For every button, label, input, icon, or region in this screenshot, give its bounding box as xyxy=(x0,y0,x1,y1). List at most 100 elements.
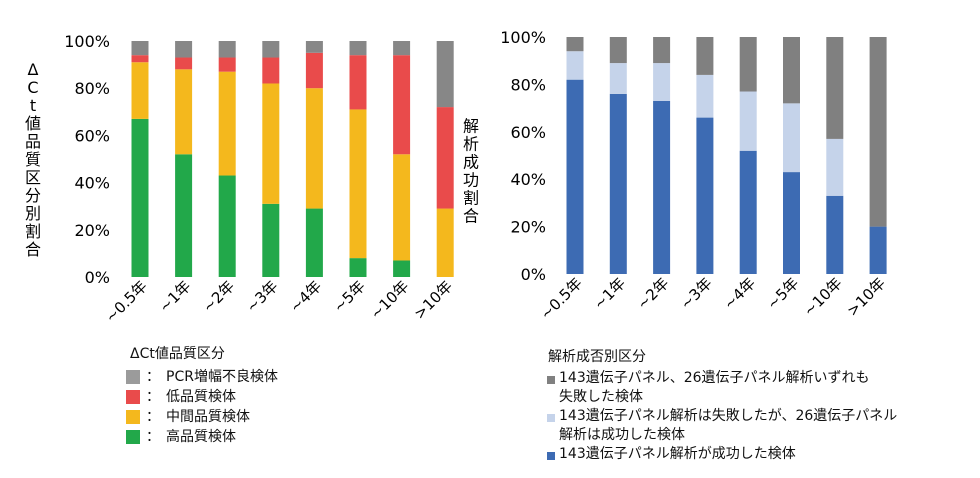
x-tick-label: ~10年 xyxy=(367,277,413,323)
legend-label-line1: 143遺伝子パネル、26遺伝子パネル解析いずれも xyxy=(559,370,870,386)
legend-label-line2: 失敗した検体 xyxy=(559,389,643,405)
y-axis-label-char: 割 xyxy=(25,222,41,241)
bar-segment xyxy=(349,258,367,277)
bar-segment xyxy=(175,57,193,70)
bar-segment xyxy=(436,107,454,209)
bar-segment xyxy=(783,37,800,104)
bar-segment xyxy=(436,208,454,277)
x-tick-label: ~3年 xyxy=(677,274,716,313)
bar-segment xyxy=(262,203,280,277)
bar-segment xyxy=(305,88,323,209)
y-axis-label-char: 合 xyxy=(463,207,479,226)
legend-swatch-red xyxy=(126,390,140,404)
bar-segment xyxy=(305,52,323,89)
bar-segment xyxy=(869,37,887,227)
bar-segment xyxy=(739,150,757,274)
legend-swatch-gray xyxy=(126,370,140,384)
legend-label: 高品質検体 xyxy=(166,429,236,445)
y-axis-label-char: 功 xyxy=(463,171,479,190)
y-axis-label-char: 質 xyxy=(25,150,41,169)
bar-segment xyxy=(262,41,280,58)
bar-segment xyxy=(696,37,714,75)
y-axis-label-char: 成 xyxy=(463,153,479,172)
x-tick-label: ~3年 xyxy=(243,277,282,316)
y-tick-label: 60% xyxy=(74,126,110,145)
bar-segment xyxy=(609,63,627,94)
bar-segment xyxy=(436,41,454,108)
bar-segment xyxy=(393,55,411,155)
legend-item-both-failed: 143遺伝子パネル、26遺伝子パネル解析いずれも 失敗した検体 xyxy=(547,369,897,407)
legend-swatch-green xyxy=(126,430,140,444)
legend-item-143-success: 143遺伝子パネル解析が成功した検体 xyxy=(547,445,897,464)
y-axis-label-char: 値 xyxy=(25,114,41,133)
bar-segment xyxy=(262,57,280,84)
bar-segment xyxy=(566,79,584,274)
y-axis-label-char: 析 xyxy=(463,135,479,154)
bar-segment xyxy=(696,74,714,118)
legend-colon: ： xyxy=(146,429,160,445)
bar-segment xyxy=(653,37,671,64)
bar-segment xyxy=(393,260,411,277)
y-tick-label: 0% xyxy=(521,265,546,284)
right-legend: 143遺伝子パネル、26遺伝子パネル解析いずれも 失敗した検体 143遺伝子パネ… xyxy=(547,369,897,464)
bar-segment xyxy=(393,154,411,261)
x-tick-label: ~4年 xyxy=(720,274,759,313)
legend-colon: ： xyxy=(146,409,160,425)
x-tick-label: ~1年 xyxy=(590,274,629,313)
y-axis-label-char: Δ xyxy=(28,60,39,79)
bar-segment xyxy=(218,71,236,176)
bar-segment xyxy=(609,37,627,64)
bar-segment xyxy=(305,41,323,53)
bar-segment xyxy=(653,63,671,101)
bar-segment xyxy=(262,83,280,204)
legend-item-mid-quality: ： 中間品質検体 xyxy=(126,407,278,427)
legend-swatch-yellow xyxy=(126,410,140,424)
bar-segment xyxy=(869,226,887,274)
y-tick-label: 100% xyxy=(64,32,110,51)
bar-segment xyxy=(783,172,800,274)
x-tick-label: ~2年 xyxy=(199,277,238,316)
y-axis-label-char: 割 xyxy=(463,189,479,208)
bar-segment xyxy=(131,41,149,56)
x-tick-label: >10年 xyxy=(410,277,456,323)
legend-swatch-blue xyxy=(547,452,555,460)
x-tick-label: ~5年 xyxy=(763,274,802,313)
legend-item-26-only-success: 143遺伝子パネル解析は失敗したが、26遺伝子パネル 解析は成功した検体 xyxy=(547,407,897,445)
bar-segment xyxy=(131,55,149,63)
y-tick-label: 80% xyxy=(74,79,110,98)
bar-segment xyxy=(175,154,193,277)
y-tick-label: 20% xyxy=(510,218,546,237)
bar-segment xyxy=(566,37,584,52)
legend-item-pcr-failure: ： PCR増幅不良検体 xyxy=(126,367,278,387)
bar-segment xyxy=(826,195,844,274)
x-tick-label: ~5年 xyxy=(330,277,369,316)
bar-segment xyxy=(609,93,627,274)
bar-segment xyxy=(739,91,757,151)
y-tick-label: 100% xyxy=(500,28,546,47)
legend-item-high-quality: ： 高品質検体 xyxy=(126,427,278,447)
bar-segment xyxy=(175,41,193,58)
y-tick-label: 40% xyxy=(74,174,110,193)
y-axis-label-char: C xyxy=(27,78,38,97)
y-tick-label: 40% xyxy=(510,170,546,189)
legend-colon: ： xyxy=(146,369,160,385)
bar-segment xyxy=(696,117,714,274)
y-tick-label: 60% xyxy=(510,123,546,142)
bar-segment xyxy=(566,51,584,80)
x-tick-label: ~4年 xyxy=(286,277,325,316)
bar-segment xyxy=(175,69,193,155)
y-axis-label-char: 分 xyxy=(25,186,41,205)
bar-segment xyxy=(826,138,844,196)
bar-segment xyxy=(349,55,367,110)
bar-segment xyxy=(218,41,236,58)
legend-label: PCR増幅不良検体 xyxy=(166,369,278,385)
legend-swatch-gray xyxy=(547,376,555,384)
x-tick-label: ~2年 xyxy=(633,274,672,313)
legend-label-line1: 143遺伝子パネル解析が成功した検体 xyxy=(559,446,796,462)
bar-segment xyxy=(349,41,367,56)
bar-segment xyxy=(739,37,757,92)
y-tick-label: 80% xyxy=(510,75,546,94)
right-legend-title: 解析成否別区分 xyxy=(548,349,646,365)
y-axis-label-char: t xyxy=(30,96,36,115)
